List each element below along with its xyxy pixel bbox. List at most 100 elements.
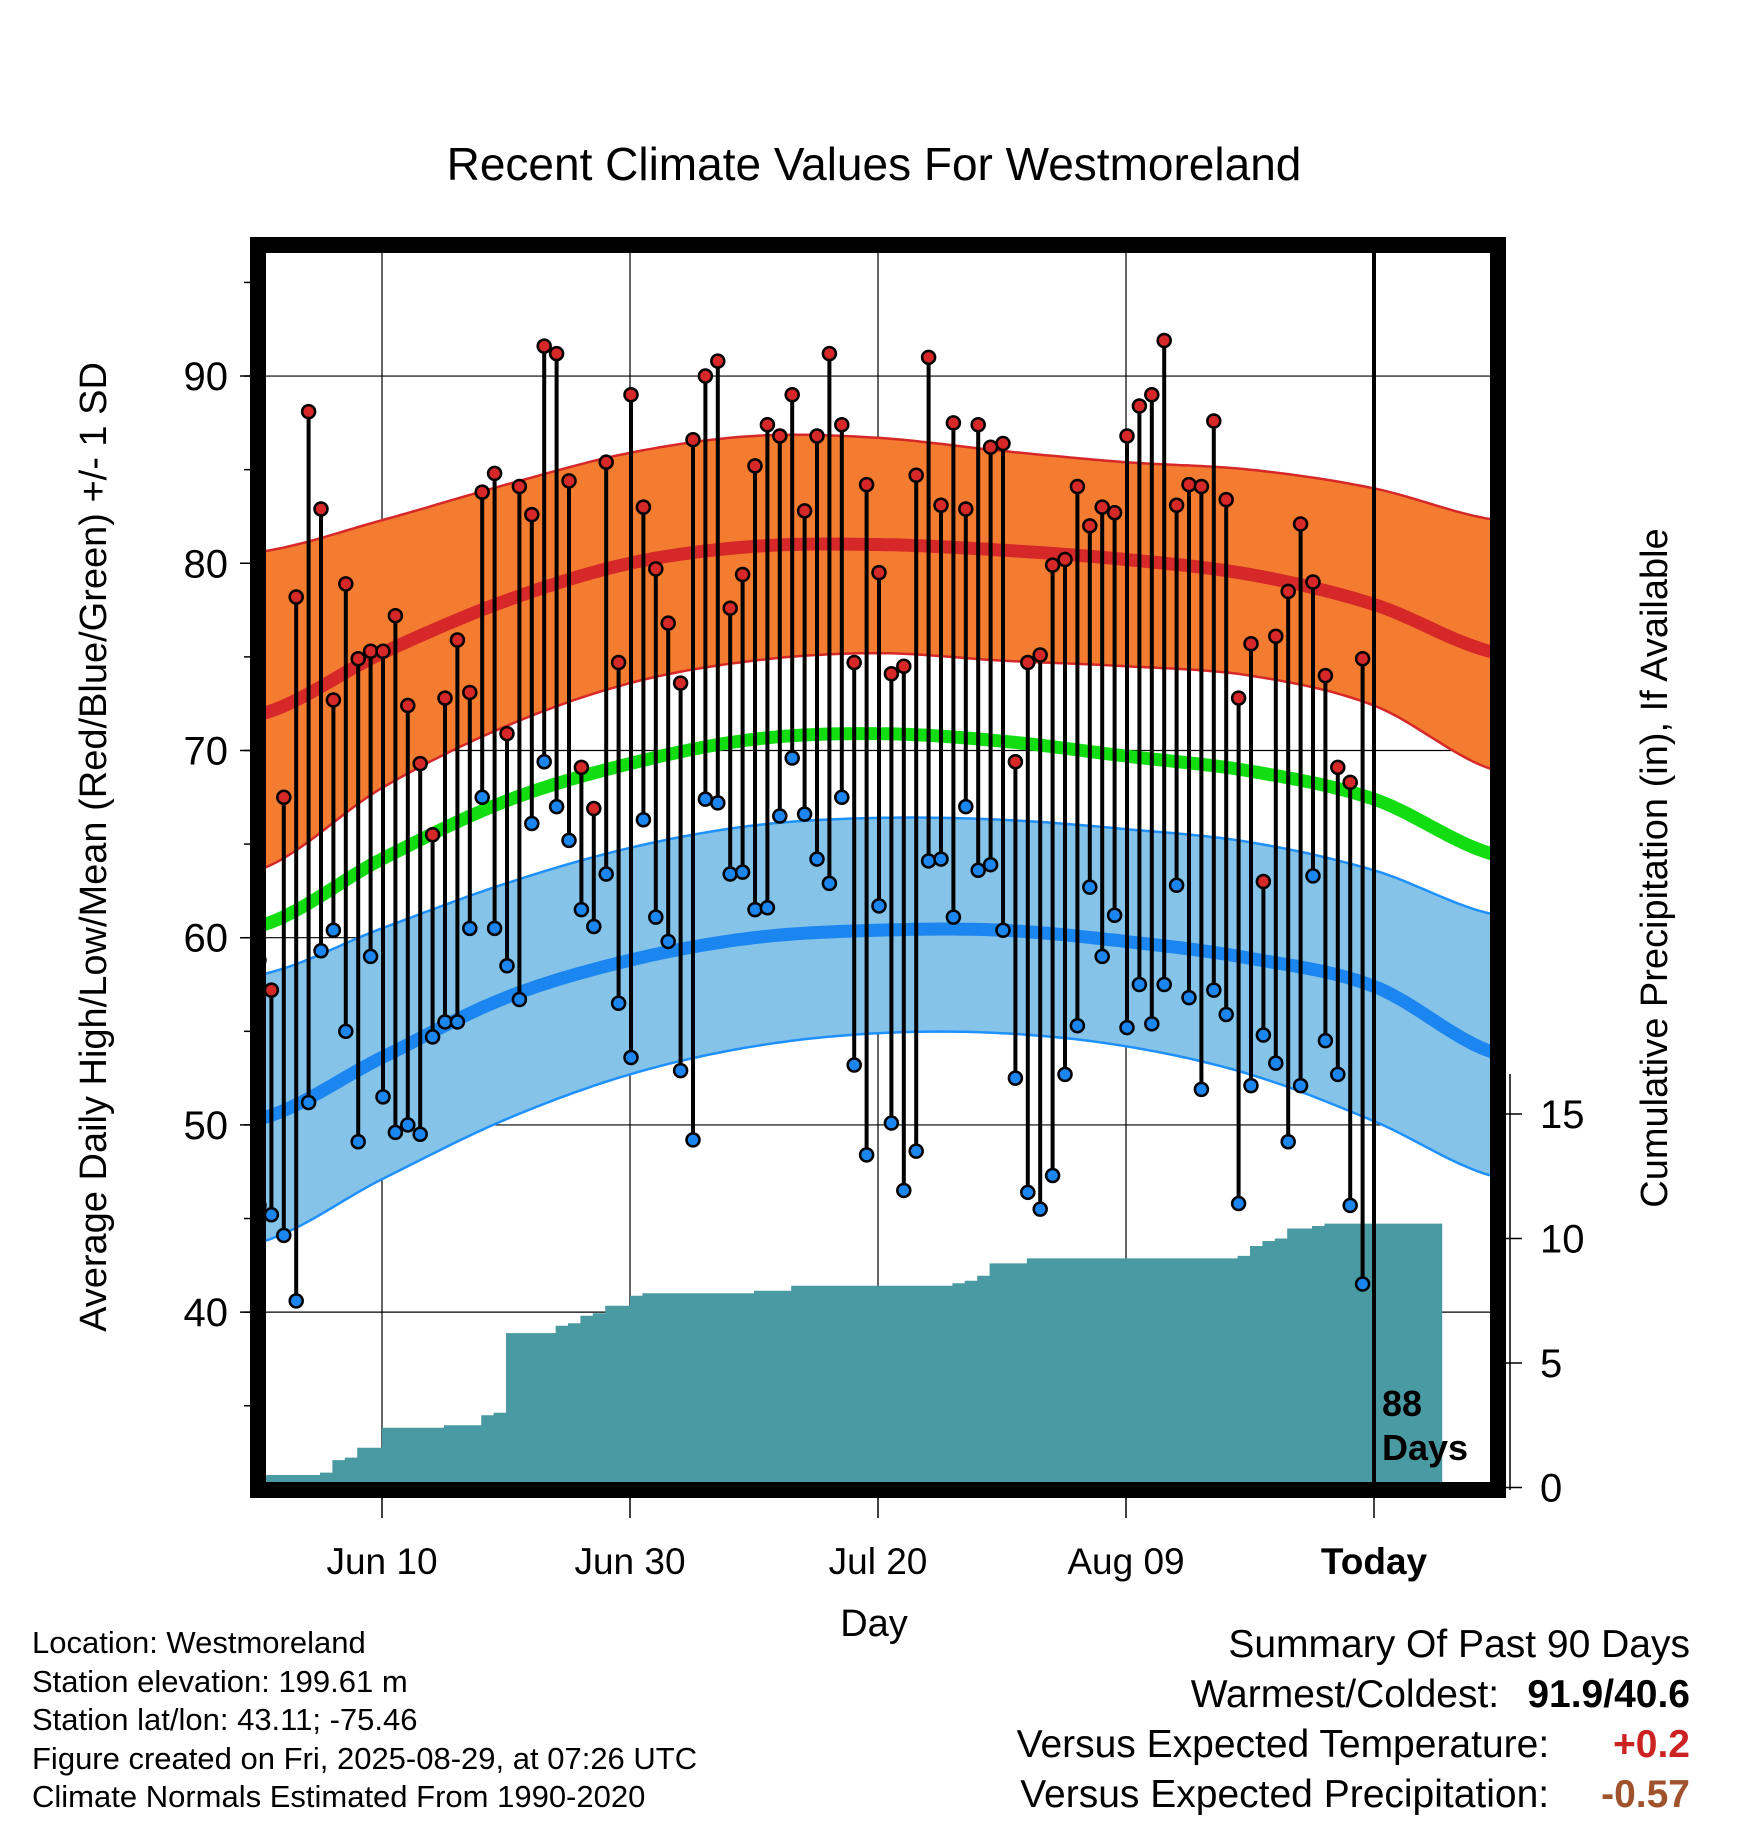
daily-low-point <box>276 1227 292 1244</box>
daily-high-point <box>1193 478 1210 495</box>
temp-deviation-label: Versus Expected Temperature: <box>1016 1723 1550 1766</box>
precip-area <box>258 1223 1443 1488</box>
daily-low-point <box>400 1117 416 1133</box>
daily-low-point <box>1268 1055 1284 1071</box>
daily-low-point <box>338 1023 354 1040</box>
y-tick-label: 70 <box>184 729 229 773</box>
y-tick-label: 60 <box>184 917 229 961</box>
daily-high-point <box>1020 654 1036 671</box>
daily-low-point <box>710 795 726 811</box>
daily-high-point <box>883 665 900 682</box>
daily-low-point <box>412 1126 428 1143</box>
daily-low-point <box>1156 976 1172 993</box>
location-text: Location: Westmoreland <box>32 1625 366 1660</box>
daily-low-point <box>548 798 565 815</box>
station-info: Location: Westmoreland Station elevation… <box>32 1624 697 1817</box>
daily-high-point <box>1131 398 1148 414</box>
daily-low-point <box>834 789 850 806</box>
daily-low-point <box>747 901 763 918</box>
daily-high-point <box>945 415 962 431</box>
temp-deviation-value: +0.2 <box>1613 1723 1690 1766</box>
high-sd-band-upper-edge <box>258 433 1498 554</box>
daily-high-point <box>325 692 342 708</box>
warmest-coldest-label: Warmest/Coldest: <box>1190 1673 1500 1716</box>
daily-high-point <box>1354 651 1371 667</box>
daily-high-point <box>1342 774 1358 791</box>
daily-low-point <box>350 1134 366 1150</box>
daily-high-point <box>796 503 813 519</box>
x-tick-label: Jun 30 <box>574 1541 685 1582</box>
daily-low-point <box>313 943 329 959</box>
daily-low-point <box>449 1014 466 1030</box>
daily-high-point <box>610 654 627 671</box>
daily-high-point <box>697 368 714 384</box>
chart-title: Recent Climate Values For Westmoreland <box>447 138 1302 190</box>
daily-high-point <box>548 345 565 362</box>
daily-low-point <box>1193 1081 1210 1098</box>
daily-low-point <box>437 1014 453 1030</box>
daily-high-point <box>1144 387 1160 403</box>
x-tick-label: Today <box>1321 1541 1428 1582</box>
daily-high-point <box>338 576 354 592</box>
daily-high-point <box>1305 574 1321 590</box>
daily-low-point <box>759 900 776 916</box>
daily-low-point <box>920 853 937 869</box>
daily-high-point <box>511 478 528 495</box>
daily-high-point <box>350 651 366 667</box>
daily-high-point <box>623 387 639 403</box>
daily-low-point <box>982 856 999 873</box>
daily-high-point <box>437 690 453 706</box>
daily-high-point <box>660 615 676 631</box>
daily-high-point <box>672 675 689 691</box>
precip-deviation-label: Versus Expected Precipitation: <box>1020 1773 1550 1816</box>
daily-high-point <box>288 589 304 605</box>
daily-low-point <box>1317 1032 1334 1049</box>
x-tick-label: Jun 10 <box>326 1541 437 1582</box>
daily-high-point <box>486 465 503 482</box>
daily-high-point <box>809 428 825 444</box>
daily-low-point <box>1280 1134 1296 1150</box>
daily-low-point <box>1119 1019 1135 1036</box>
daily-low-point <box>1020 1184 1036 1201</box>
daily-high-point <box>1268 628 1284 645</box>
daily-low-point <box>1069 1017 1086 1034</box>
low-normal-line <box>258 922 1498 1126</box>
daily-low-point <box>685 1132 701 1148</box>
daily-high-point <box>1119 428 1135 444</box>
daily-high-point <box>722 600 738 616</box>
daily-high-point <box>1280 583 1296 600</box>
daily-low-point <box>375 1089 391 1105</box>
daily-low-point <box>586 918 602 935</box>
daily-low-point <box>883 1115 900 1131</box>
daily-high-point <box>1230 690 1247 706</box>
daily-low-point <box>598 866 614 882</box>
y-tick-label: 80 <box>184 542 229 586</box>
daily-low-point <box>821 875 838 892</box>
daily-low-point <box>1106 907 1123 923</box>
daily-high-point <box>313 501 329 517</box>
daily-high-point <box>970 416 986 433</box>
daily-low-point <box>1292 1077 1309 1094</box>
daily-high-point <box>400 697 416 714</box>
daily-low-point <box>263 1207 280 1223</box>
daily-high-point <box>846 654 862 671</box>
daily-high-point <box>858 476 875 493</box>
daily-high-point <box>1255 873 1272 890</box>
daily-low-point <box>499 958 515 974</box>
daily-low-point <box>945 909 962 925</box>
low-sd-band-lower-edge <box>258 1030 1498 1245</box>
precip-deviation-value: -0.57 <box>1601 1773 1690 1816</box>
daily-high-point <box>1181 476 1197 493</box>
y2-tick-label: 15 <box>1540 1093 1585 1137</box>
daily-low-point <box>958 798 974 815</box>
daily-high-point <box>449 632 466 648</box>
daily-high-point <box>524 506 540 523</box>
daily-high-point <box>982 439 999 455</box>
daily-low-point <box>536 753 552 770</box>
daily-low-point <box>809 851 825 867</box>
today-days-number: 88 <box>1382 1383 1422 1424</box>
daily-high-point <box>375 643 391 660</box>
daily-high-point <box>1243 636 1259 652</box>
daily-high-point <box>821 345 838 362</box>
